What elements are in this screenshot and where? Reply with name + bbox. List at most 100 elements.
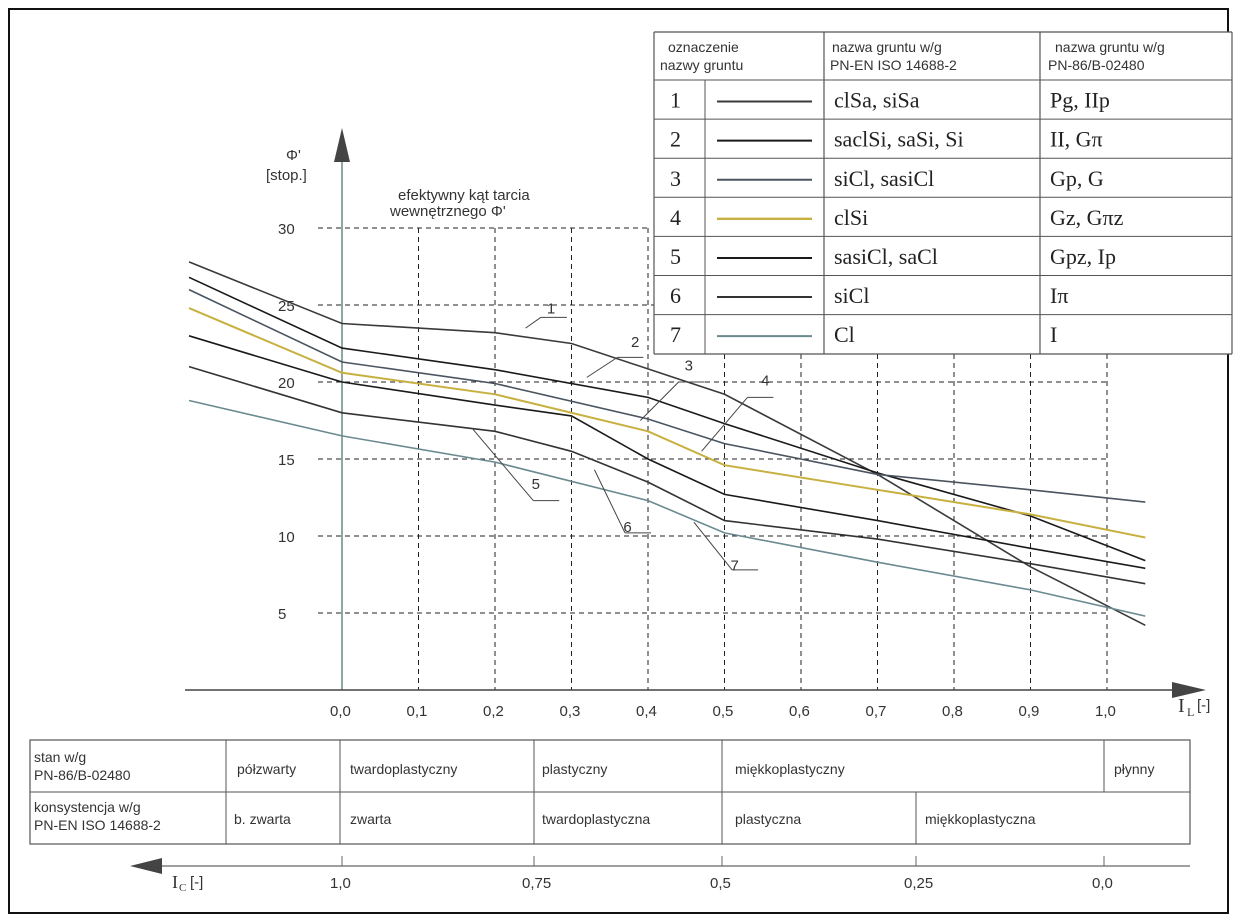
series-line-4 xyxy=(188,307,1146,539)
row1-label-line1: stan w/g xyxy=(34,749,86,765)
row1-cell-miekkoplastyczny: miękkoplastyczny xyxy=(735,761,845,777)
ic-axis-label: I xyxy=(172,872,178,892)
row2-cell-plastyczna: plastyczna xyxy=(735,811,801,827)
legend-header-col3-line1: nazwa gruntu w/g xyxy=(1055,39,1165,55)
legend-row-number: 1 xyxy=(670,88,681,113)
legend-row-pn: II, Gπ xyxy=(1050,127,1103,152)
row1-cell-polzwarty: półzwarty xyxy=(237,761,296,777)
y-tick-label: 10 xyxy=(278,529,295,546)
x-tick-label: 0,6 xyxy=(789,703,810,720)
callout-label-1: 1 xyxy=(547,300,555,317)
row2-label-line2: PN-EN ISO 14688-2 xyxy=(34,817,161,833)
x-tick-label: 0,8 xyxy=(942,703,963,720)
callout-leader-1 xyxy=(525,316,542,329)
legend-header-col3-line2: PN-86/B-02480 xyxy=(1048,57,1145,73)
row2-cell-zwarta: zwarta xyxy=(350,811,391,827)
legend-header-col1-line2: nazwy gruntu xyxy=(660,57,743,73)
legend-row-iso: siCl xyxy=(834,283,869,308)
row2-cell-twardoplastyczna: twardoplastyczna xyxy=(542,811,650,827)
legend-row-pn: I xyxy=(1050,322,1057,347)
legend-background xyxy=(654,32,1232,354)
series-callouts: 1 2 3 4 5 6 7 xyxy=(471,300,774,575)
callout-label-2: 2 xyxy=(631,334,639,351)
legend-header-col2-line1: nazwa gruntu w/g xyxy=(832,39,942,55)
ic-tick-label: 0,0 xyxy=(1092,875,1113,892)
row1-cell-plastyczny: plastyczny xyxy=(542,761,607,777)
callout-leader-3 xyxy=(639,381,679,421)
ic-axis-label-sub: C xyxy=(179,882,186,894)
series-line-2 xyxy=(188,276,1146,562)
ic-tick-label: 0,25 xyxy=(904,875,933,892)
x-tick-label: 0,9 xyxy=(1019,703,1040,720)
row2-label-line1: konsystencja w/g xyxy=(34,799,141,815)
legend-header-col1-line1: oznaczenie xyxy=(668,39,739,55)
legend-row-iso: siCl, sasiCl xyxy=(834,166,934,191)
legend-row-pn: Pg, IIp xyxy=(1050,88,1110,113)
ic-tick-label: 0,75 xyxy=(522,875,551,892)
series-line-1 xyxy=(188,261,1146,627)
y-tick-label: 15 xyxy=(278,452,295,469)
series-line-3 xyxy=(188,288,1146,503)
series-line-6 xyxy=(188,365,1146,585)
callout-label-4: 4 xyxy=(761,373,769,390)
x-axis-label: I xyxy=(1178,695,1185,717)
legend-row-number: 2 xyxy=(670,127,681,152)
ic-axis: I C [-] 1,0 0,75 0,5 0,25 0,0 xyxy=(130,856,1190,894)
series-line-7 xyxy=(188,399,1146,617)
x-tick-label: 0,4 xyxy=(636,703,657,720)
x-tick-label: 0,7 xyxy=(866,703,887,720)
row2-cell-b-zwarta: b. zwarta xyxy=(234,811,291,827)
callout-leader-4 xyxy=(701,397,748,452)
legend-header-col2-line2: PN-EN ISO 14688-2 xyxy=(830,57,957,73)
ic-axis-arrow xyxy=(130,858,162,874)
callout-label-6: 6 xyxy=(623,519,631,536)
x-tick-label: 0,1 xyxy=(407,703,428,720)
series-lines xyxy=(188,261,1146,627)
y-axis-arrow xyxy=(334,128,350,162)
x-tick-label: 0,0 xyxy=(330,703,351,720)
row1-cell-plynny: płynny xyxy=(1114,761,1154,777)
x-axis-arrow xyxy=(1172,682,1206,698)
callout-leader-5 xyxy=(471,427,534,501)
legend-row-iso: Cl xyxy=(834,322,855,347)
annotation-line2: wewnętrznego Φ' xyxy=(389,203,506,220)
x-tick-label: 0,2 xyxy=(483,703,504,720)
legend-row-number: 3 xyxy=(670,166,681,191)
callout-label-5: 5 xyxy=(532,476,540,493)
y-tick-label: 30 xyxy=(278,221,295,238)
legend-row-iso: clSa, siSa xyxy=(834,88,920,113)
x-tick-labels: 0,0 0,1 0,2 0,3 0,4 0,5 0,6 0,7 0,8 0,9 1,0 xyxy=(330,703,1116,720)
x-axis-label-sub: L xyxy=(1187,705,1194,719)
legend-row-pn: Iπ xyxy=(1050,283,1068,308)
row2-cell-miekkoplastyczna: miękkoplastyczna xyxy=(925,811,1036,827)
callout-label-3: 3 xyxy=(685,357,693,374)
y-axis-label: Φ' xyxy=(286,147,301,164)
series-line-5 xyxy=(188,335,1146,570)
callout-leader-2 xyxy=(586,356,618,378)
legend-row-number: 7 xyxy=(670,322,681,347)
legend-row-iso: sasiCl, saCl xyxy=(834,244,938,269)
x-tick-label: 0,3 xyxy=(560,703,581,720)
legend-row-pn: Gpz, Ip xyxy=(1050,244,1116,269)
legend-table: oznaczenie nazwy gruntu nazwa gruntu w/g… xyxy=(653,31,1233,355)
ic-tick-label: 1,0 xyxy=(330,875,351,892)
legend-row-iso: saclSi, saSi, Si xyxy=(834,127,964,152)
legend-row-pn: Gp, G xyxy=(1050,166,1104,191)
x-tick-label: 0,5 xyxy=(713,703,734,720)
callout-label-7: 7 xyxy=(731,558,739,575)
legend-row-number: 4 xyxy=(670,205,681,230)
ic-axis-unit: [-] xyxy=(190,874,203,891)
y-axis-unit: [stop.] xyxy=(266,167,307,184)
figure-frame xyxy=(8,8,1229,914)
consistency-table: stan w/g PN-86/B-02480 konsystencja w/g … xyxy=(29,739,1191,845)
legend-row-pn: Gz, Gπz xyxy=(1050,205,1124,230)
y-tick-label: 5 xyxy=(278,606,286,623)
x-axis-unit: [-] xyxy=(1197,697,1210,714)
y-tick-label: 20 xyxy=(278,375,295,392)
legend-row-number: 6 xyxy=(670,283,681,308)
ic-tick-label: 0,5 xyxy=(710,875,731,892)
legend-row-number: 5 xyxy=(670,244,681,269)
row1-label-line2: PN-86/B-02480 xyxy=(34,767,131,783)
annotation-line1: efektywny kąt tarcia xyxy=(398,187,530,204)
